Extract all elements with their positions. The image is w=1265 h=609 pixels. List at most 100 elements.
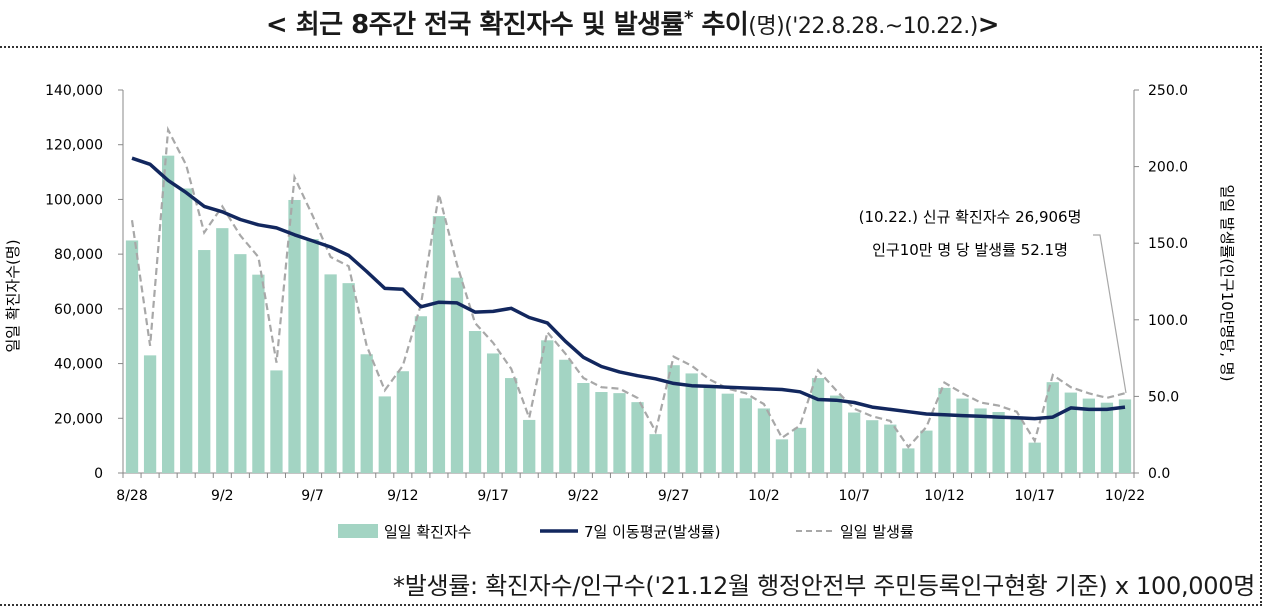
- bar: [956, 398, 969, 473]
- bar: [974, 408, 987, 473]
- bar: [324, 274, 337, 473]
- moving-average-line: [131, 156, 1126, 421]
- x-tick-label: 10/2: [748, 488, 779, 504]
- bar: [793, 427, 807, 473]
- bar: [306, 239, 319, 473]
- y-tick-label: 100,000: [45, 192, 103, 208]
- bar: [252, 274, 265, 473]
- bar: [161, 155, 175, 473]
- bar: [432, 216, 446, 473]
- bar: [1046, 382, 1059, 473]
- x-tick-label: 9/22: [568, 488, 599, 504]
- y2-tick-label: 0.0: [1148, 466, 1170, 482]
- annotation-line1: (10.22.) 신규 확진자수 26,906명: [859, 208, 1082, 226]
- bar: [1100, 402, 1114, 473]
- bar: [1010, 416, 1023, 473]
- bar: [288, 199, 301, 473]
- x-tick-label: 9/17: [477, 488, 508, 504]
- bar: [450, 277, 464, 473]
- y2-tick-label: 100.0: [1148, 313, 1188, 329]
- footnote: *발생률: 확진자수/인구수('21.12월 행정안전부 주민등록인구현황 기준…: [393, 572, 1255, 600]
- bar: [523, 419, 536, 473]
- bar: [378, 396, 391, 473]
- bar: [360, 354, 373, 473]
- y2-tick-label: 250.0: [1148, 83, 1188, 99]
- x-tick-label: 9/2: [211, 488, 234, 504]
- x-tick-label: 9/27: [658, 488, 689, 504]
- bar: [180, 188, 193, 473]
- bar: [866, 420, 879, 473]
- legend: 일일 확진자수 7일 이동평균(발생률) 일일 발생률: [338, 523, 914, 541]
- x-tick-label: 10/22: [1105, 488, 1145, 504]
- daily-rate-line: [130, 125, 1126, 449]
- bar: [505, 378, 518, 473]
- x-tick-label: 10/12: [924, 488, 964, 504]
- y2-tick-label: 200.0: [1148, 160, 1188, 176]
- bar: [1064, 392, 1077, 473]
- bar: [775, 439, 789, 473]
- y2-tick-label: 150.0: [1148, 236, 1188, 252]
- bar: [739, 398, 752, 473]
- bar: [992, 411, 1005, 473]
- bar: [414, 316, 428, 473]
- bar: [270, 370, 283, 473]
- bar-series: [125, 155, 1132, 473]
- bar: [685, 373, 698, 473]
- bar: [613, 393, 626, 473]
- bar: [757, 408, 771, 473]
- bar: [667, 365, 680, 473]
- bar: [234, 254, 247, 473]
- y-tick-label: 0: [94, 466, 103, 482]
- annotation-line2: 인구10만 명 당 발생률 52.1명: [872, 241, 1068, 259]
- title-close: >: [977, 10, 1000, 40]
- bar: [125, 240, 139, 473]
- bar: [811, 378, 825, 473]
- title-star: *: [683, 7, 693, 29]
- chart-axes: 0 20,000 40,000 60,000 80,000 100,000 120,000 1…: [45, 83, 1188, 504]
- bar: [703, 385, 716, 473]
- y-tick-label: 80,000: [54, 247, 103, 263]
- y-tick-label: 120,000: [45, 138, 103, 154]
- x-tick-label: 10/17: [1015, 488, 1055, 504]
- top-divider: [0, 46, 1262, 48]
- bar: [1028, 442, 1041, 473]
- bar: [884, 424, 897, 473]
- bar: [631, 402, 644, 473]
- title-unit-period: (명)('22.8.28.~10.22.): [748, 14, 978, 39]
- bar: [396, 371, 409, 473]
- bar: [342, 283, 355, 473]
- y-tick-label: 40,000: [54, 357, 103, 373]
- bar: [577, 382, 590, 473]
- x-tick-label: 9/12: [387, 488, 418, 504]
- legend-avg-label: 7일 이동평균(발생률): [584, 523, 720, 541]
- bar: [143, 355, 157, 473]
- bar: [649, 434, 662, 473]
- legend-bar-swatch: [338, 524, 378, 538]
- bar: [848, 412, 861, 473]
- bar: [1082, 398, 1096, 473]
- bar: [468, 331, 482, 473]
- y2-axis-label: 일일 발생률(인구10만명당, 명): [1218, 185, 1236, 382]
- title-trend: 추이: [692, 10, 749, 40]
- y-tick-label: 60,000: [54, 302, 103, 318]
- title-main: < 최근 8주간 전국 확진자수 및 발생률: [265, 10, 685, 40]
- bar: [216, 228, 229, 473]
- line-series: [130, 125, 1126, 449]
- legend-bar-label: 일일 확진자수: [384, 523, 472, 541]
- y-tick-label: 20,000: [54, 411, 103, 427]
- legend-rate-label: 일일 발생률: [840, 523, 914, 541]
- bar: [902, 448, 915, 473]
- bar: [486, 353, 500, 473]
- x-tick-label: 8/28: [116, 488, 147, 504]
- bar: [938, 387, 951, 473]
- bar: [829, 395, 843, 473]
- bar: [721, 393, 734, 473]
- bar: [595, 392, 608, 473]
- y2-tick-label: 50.0: [1148, 389, 1179, 405]
- right-divider: [1260, 46, 1262, 606]
- bar: [541, 340, 554, 473]
- y-tick-label: 140,000: [45, 83, 103, 99]
- y-axis-label: 일일 확진자수(명): [4, 239, 22, 352]
- chart-title: < 최근 8주간 전국 확진자수 및 발생률* 추이(명)('22.8.28.~…: [0, 4, 1265, 41]
